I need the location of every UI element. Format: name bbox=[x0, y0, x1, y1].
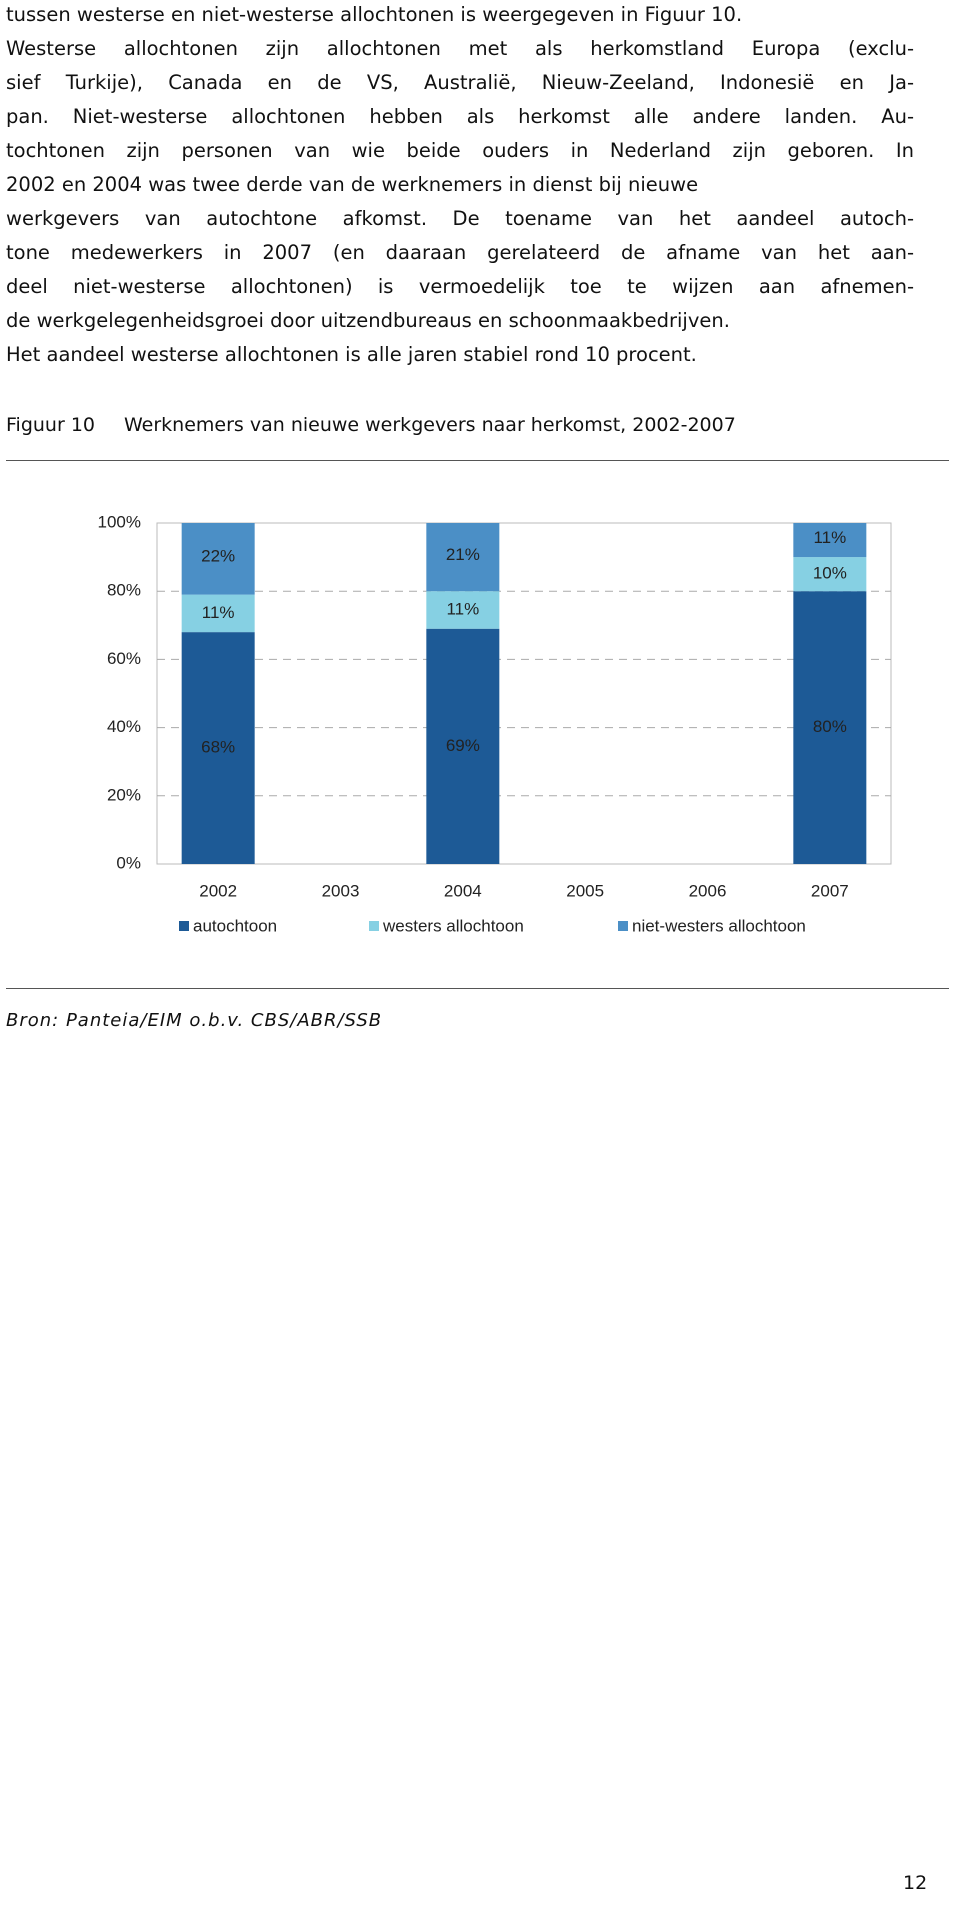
bar-segment bbox=[181, 632, 255, 864]
text-line: Westerse allochtonen zijn allochtonen me… bbox=[6, 37, 914, 60]
data-label: 11% bbox=[813, 528, 846, 547]
figure-caption: Werknemers van nieuwe werkgevers naar he… bbox=[124, 414, 736, 436]
text-line: sief Turkije), Canada en de VS, Australi… bbox=[6, 71, 914, 94]
data-label: 22% bbox=[201, 547, 235, 566]
data-label: 11% bbox=[202, 603, 235, 622]
bar-segment bbox=[181, 594, 255, 633]
rule bbox=[6, 460, 949, 461]
bar-segment bbox=[793, 591, 867, 864]
x-tick-label: 2007 bbox=[811, 881, 849, 900]
text-line: pan. Niet-westerse allochtonen hebben al… bbox=[6, 105, 914, 128]
source: Bron: Panteia/EIM o.b.v. CBS/ABR/SSB bbox=[6, 1010, 383, 1031]
legend-label: niet-westers allochtoon bbox=[632, 916, 806, 935]
legend-label: autochtoon bbox=[193, 916, 277, 935]
legend-swatch bbox=[618, 921, 628, 931]
data-label: 80% bbox=[813, 717, 847, 736]
data-label: 21% bbox=[446, 545, 480, 564]
legend-swatch bbox=[179, 921, 189, 931]
page-number: 12 bbox=[903, 1872, 928, 1894]
y-tick-label: 0% bbox=[116, 853, 141, 872]
text-line: deel niet-westerse allochtonen) is vermo… bbox=[6, 275, 914, 298]
text-line: tochtonen zijn personen van wie beide ou… bbox=[6, 139, 914, 162]
y-tick-label: 20% bbox=[107, 785, 141, 804]
bar-segment bbox=[426, 591, 500, 629]
bar-segment bbox=[181, 523, 255, 595]
y-tick-label: 80% bbox=[107, 581, 141, 600]
bar-segment bbox=[793, 557, 867, 592]
legend-label: westers allochtoon bbox=[382, 916, 524, 935]
bar-segment bbox=[793, 523, 867, 558]
y-tick-label: 40% bbox=[107, 717, 141, 736]
data-label: 68% bbox=[201, 738, 235, 757]
text-line: tussen westerse en niet-westerse allocht… bbox=[6, 3, 743, 26]
figure-number: Figuur 10 bbox=[6, 414, 95, 436]
text-line: tone medewerkers in 2007 (en daaraan ger… bbox=[6, 241, 914, 264]
x-tick-label: 2005 bbox=[566, 881, 604, 900]
text-line: 2002 en 2004 was twee derde van de werkn… bbox=[6, 173, 699, 196]
x-tick-label: 2004 bbox=[444, 881, 482, 900]
chart: 0% 20% 40% 60% 80% 100% 2002 68% 11% 22% 2003 2004 6… bbox=[98, 512, 892, 935]
text-line: de werkgelegenheidsgroei door uitzendbur… bbox=[6, 309, 730, 332]
legend-swatch bbox=[369, 921, 379, 931]
y-tick-label: 100% bbox=[98, 512, 141, 531]
text-line: werkgevers van autochtone afkomst. De to… bbox=[6, 207, 914, 230]
rule bbox=[6, 988, 949, 989]
data-label: 11% bbox=[446, 599, 479, 618]
plot-area bbox=[156, 522, 892, 865]
x-tick-label: 2002 bbox=[199, 881, 237, 900]
x-tick-label: 2006 bbox=[689, 881, 727, 900]
bar-segment bbox=[426, 523, 500, 592]
data-label: 69% bbox=[446, 736, 480, 755]
data-label: 10% bbox=[813, 564, 847, 583]
x-tick-label: 2003 bbox=[322, 881, 360, 900]
text-line: Het aandeel westerse allochtonen is alle… bbox=[6, 343, 697, 366]
y-tick-label: 60% bbox=[107, 649, 141, 668]
bar-segment bbox=[426, 628, 500, 864]
